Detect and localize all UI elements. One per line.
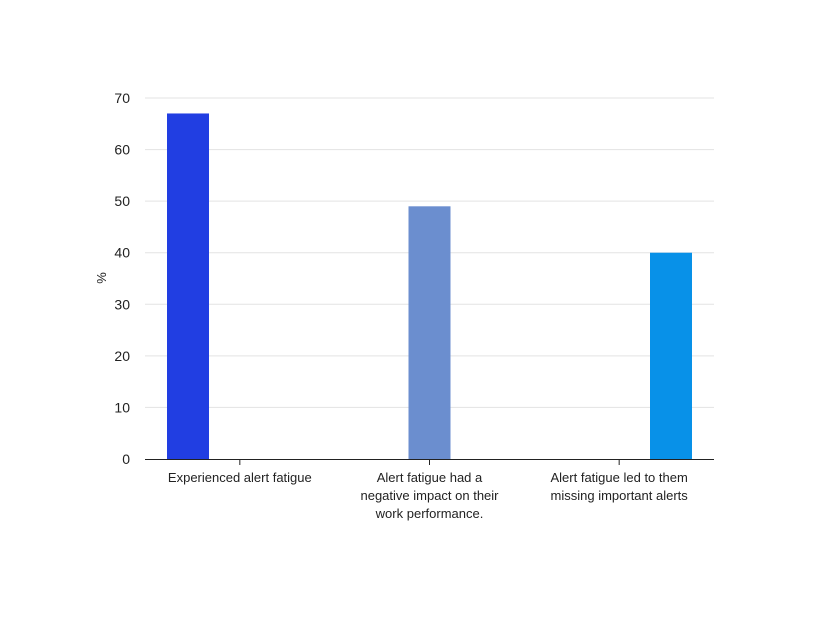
x-tick-label: missing important alerts	[551, 488, 689, 503]
x-tick-label: Experienced alert fatigue	[168, 470, 312, 485]
bar	[167, 113, 209, 459]
x-tick-label: work performance.	[375, 506, 484, 521]
x-tick-label: Alert fatigue had a	[377, 470, 483, 485]
bar	[650, 252, 692, 459]
x-tick-label: negative impact on their	[360, 488, 499, 503]
y-tick-label: 10	[114, 399, 130, 415]
x-tick-label: Alert fatigue led to them	[551, 470, 688, 485]
bar	[408, 206, 451, 459]
y-tick-label: 30	[114, 296, 130, 312]
y-tick-label: 40	[114, 245, 130, 261]
y-tick-label: 70	[114, 90, 130, 106]
y-tick-label: 0	[122, 451, 130, 467]
y-tick-label: 60	[114, 142, 130, 158]
y-tick-label: 20	[114, 348, 130, 364]
y-tick-label: 50	[114, 193, 130, 209]
y-axis-label: %	[94, 272, 109, 284]
